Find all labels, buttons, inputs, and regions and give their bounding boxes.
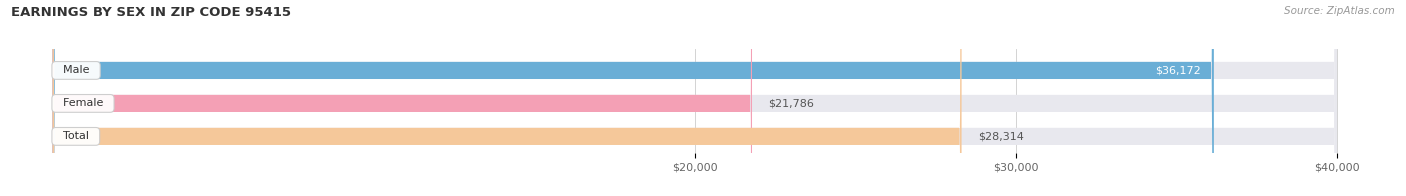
Text: $28,314: $28,314 xyxy=(977,131,1024,141)
FancyBboxPatch shape xyxy=(52,0,1337,196)
FancyBboxPatch shape xyxy=(52,0,752,196)
FancyBboxPatch shape xyxy=(52,0,1337,196)
FancyBboxPatch shape xyxy=(52,0,1213,196)
Text: Total: Total xyxy=(56,131,96,141)
Text: $36,172: $36,172 xyxy=(1156,65,1201,75)
Text: $21,786: $21,786 xyxy=(768,98,814,108)
Text: Male: Male xyxy=(56,65,96,75)
FancyBboxPatch shape xyxy=(52,0,1337,196)
Text: Female: Female xyxy=(56,98,110,108)
Text: Source: ZipAtlas.com: Source: ZipAtlas.com xyxy=(1284,6,1395,16)
Text: EARNINGS BY SEX IN ZIP CODE 95415: EARNINGS BY SEX IN ZIP CODE 95415 xyxy=(11,6,291,19)
FancyBboxPatch shape xyxy=(52,0,962,196)
